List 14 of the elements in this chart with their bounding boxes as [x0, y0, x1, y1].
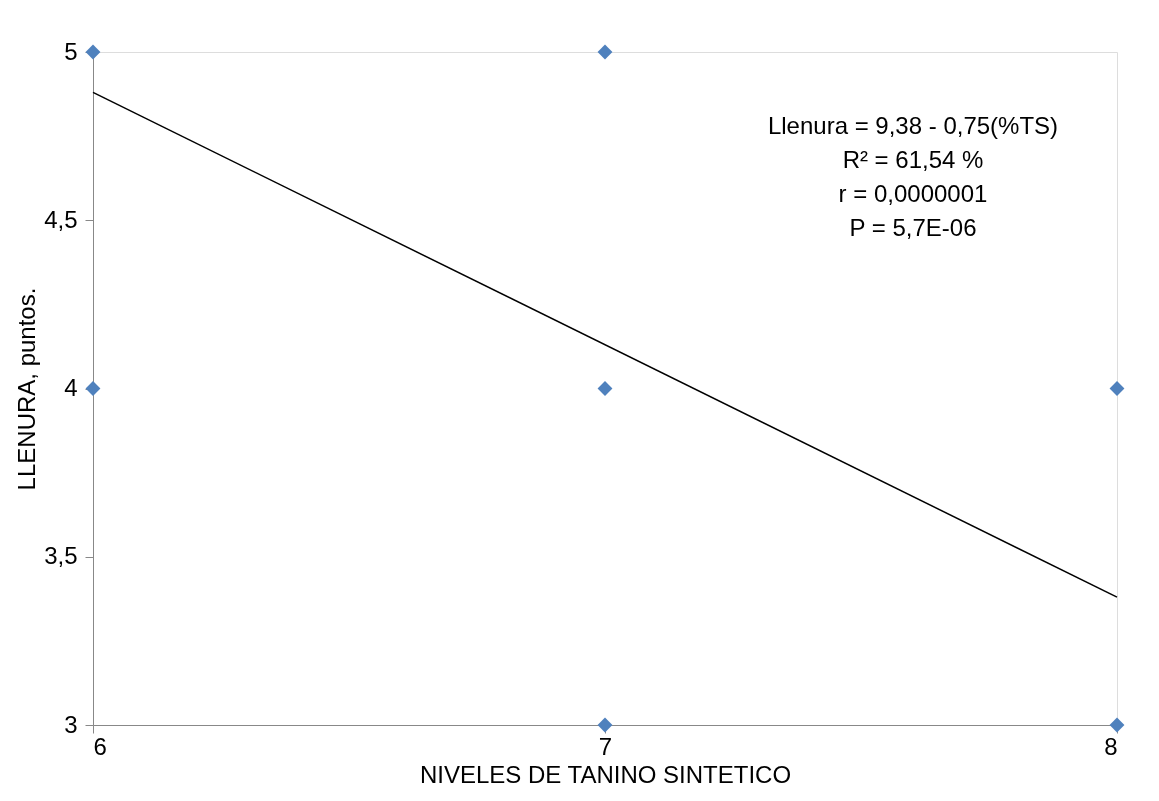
x-tick-label: 6 [93, 732, 107, 760]
y-tick-label: 4,5 [44, 205, 78, 233]
annotation: R² = 61,54 % [842, 146, 984, 173]
x-tick-label: 8 [1104, 732, 1118, 760]
annotation: P = 5,7E-06 [849, 214, 977, 241]
x-axis-title: NIVELES DE TANINO SINTETICO [419, 760, 792, 788]
x-tick-label: 7 [598, 732, 613, 760]
annotation: Llenura = 9,38 - 0,75(%TS) [767, 112, 1059, 139]
y-tick-label: 5 [64, 37, 78, 65]
y-tick-label: 3,5 [44, 542, 78, 570]
annotation: r = 0,0000001 [838, 180, 988, 207]
y-axis-title: LLENURA, puntos. [13, 287, 41, 491]
y-tick-label: 3 [64, 710, 78, 738]
y-tick-label: 4 [64, 374, 78, 401]
